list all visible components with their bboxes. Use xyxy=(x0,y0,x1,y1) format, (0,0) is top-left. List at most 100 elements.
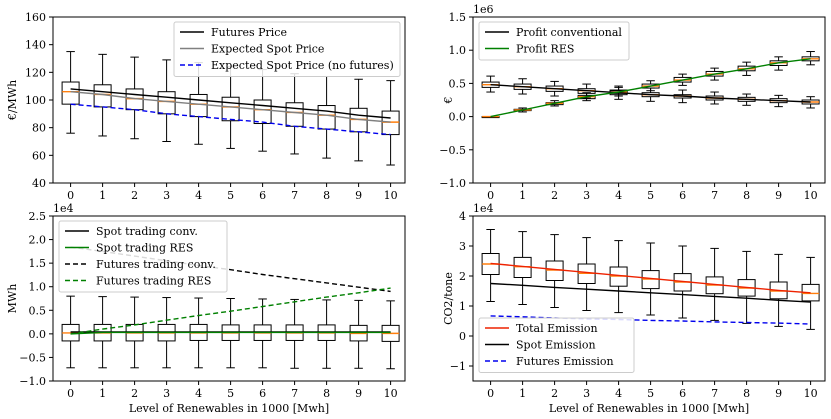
legend-label-1: Spot Emission xyxy=(516,339,596,352)
chart-0: 40 60 80 100 120 140 160 0 1 2 3 4 5 6 7 8 9 10 €/MWh Futur… xyxy=(6,11,406,202)
y-tick-label: 140 xyxy=(25,39,46,52)
legend: Spot trading conv. Spot trading RES Future… xyxy=(58,220,228,293)
x-tick-label: 10 xyxy=(804,189,818,202)
legend: Futures Price Expected Spot Price Expected… xyxy=(173,21,401,77)
series-line-2 xyxy=(70,246,391,293)
y-tick-label: 2 xyxy=(459,270,466,283)
y-tick-label: 1.0 xyxy=(449,44,467,57)
x-tick-label: 8 xyxy=(743,189,750,202)
x-tick-label: 2 xyxy=(551,387,558,400)
series-line-1 xyxy=(490,58,811,118)
legend-label-1: Spot trading RES xyxy=(96,242,193,255)
box-body xyxy=(157,91,176,115)
box-0-0 xyxy=(481,75,500,93)
y-exponent: 1e4 xyxy=(473,202,494,215)
x-tick-label: 0 xyxy=(487,387,494,400)
y-tick-label: 0.5 xyxy=(29,304,47,317)
x-tick-label: 3 xyxy=(163,387,170,400)
y-tick-label: 1.5 xyxy=(29,257,47,270)
x-tick-label: 4 xyxy=(615,189,622,202)
x-tick-label: 1 xyxy=(519,387,526,400)
legend-box xyxy=(173,21,401,77)
x-tick-label: 4 xyxy=(195,387,202,400)
x-tick-label: 1 xyxy=(99,189,106,202)
y-tick-label: 0 xyxy=(459,330,466,343)
box-0-5 xyxy=(221,298,240,369)
series-line-2 xyxy=(70,103,391,136)
box-body xyxy=(285,102,304,127)
legend-label-2: Futures trading conv. xyxy=(96,258,216,271)
box-body xyxy=(317,105,336,130)
x-tick-label: 9 xyxy=(775,387,782,400)
legend-label-0: Futures Price xyxy=(211,26,287,39)
x-tick-label: 0 xyxy=(67,189,74,202)
x-tick-label: 5 xyxy=(647,387,654,400)
box-0-7 xyxy=(285,298,304,369)
x-tick-label: 3 xyxy=(583,387,590,400)
x-tick-label: 6 xyxy=(679,189,686,202)
series-line-0 xyxy=(70,88,391,119)
box-0-10 xyxy=(381,300,400,370)
chart-2: −1.0 −0.5 0.0 0.5 1.0 1.5 2.0 2.5 0 1 2 3 4 5 6 7 8 9 10 1e… xyxy=(6,202,406,415)
box-0-10 xyxy=(381,80,400,166)
y-exponent: 1e6 xyxy=(473,3,494,16)
x-tick-label: 5 xyxy=(227,387,234,400)
box-0-9 xyxy=(349,299,368,369)
y-tick-label: 2.5 xyxy=(29,210,47,223)
legend-box xyxy=(58,220,228,293)
chart-1: −1.0 −0.5 0.0 0.5 1.0 1.5 0 1 2 3 4 5 6 7 8 9 10 1e6 € Prof… xyxy=(439,3,826,202)
box-1-0 xyxy=(481,115,500,119)
x-tick-label: 10 xyxy=(384,189,398,202)
box-1-10 xyxy=(801,51,820,66)
x-tick-label: 2 xyxy=(551,189,558,202)
x-tick-label: 8 xyxy=(323,387,330,400)
legend-label-1: Expected Spot Price xyxy=(211,43,324,56)
y-axis-label: €/MWh xyxy=(6,80,19,121)
y-tick-label: 2.0 xyxy=(29,234,47,247)
y-tick-label: 160 xyxy=(25,11,46,24)
series-line-0 xyxy=(490,262,811,294)
box-body xyxy=(189,93,208,118)
box-0-3 xyxy=(577,237,596,311)
box-body xyxy=(545,260,564,281)
legend-label-0: Total Emission xyxy=(516,322,598,335)
x-axis-label: Level of Renewables in 1000 [Mwh] xyxy=(129,402,329,415)
x-tick-label: 5 xyxy=(647,189,654,202)
x-tick-label: 2 xyxy=(131,189,138,202)
y-tick-label: −1.0 xyxy=(19,375,46,388)
box-0-7 xyxy=(285,73,304,155)
x-tick-label: 0 xyxy=(487,189,494,202)
box-1-9 xyxy=(769,56,788,71)
y-exponent: 1e4 xyxy=(53,202,74,215)
y-tick-label: −0.5 xyxy=(439,144,466,157)
legend-box xyxy=(478,317,635,373)
box-0-2 xyxy=(545,234,564,308)
chart-3: −1 0 1 2 3 4 0 1 2 3 4 5 6 7 8 9 10 1e4 CO2/tone Level of R… xyxy=(442,202,826,415)
x-tick-label: 7 xyxy=(711,387,718,400)
box-0-8 xyxy=(317,299,336,369)
axes-frame xyxy=(472,16,826,184)
x-tick-label: 0 xyxy=(67,387,74,400)
legend-label-1: Profit RES xyxy=(516,43,574,56)
series-line-0 xyxy=(490,84,811,103)
box-body xyxy=(61,81,80,105)
x-tick-label: 9 xyxy=(775,189,782,202)
x-tick-label: 9 xyxy=(355,387,362,400)
x-tick-label: 9 xyxy=(355,189,362,202)
y-axis-label: CO2/tone xyxy=(442,272,455,325)
x-tick-label: 3 xyxy=(163,189,170,202)
y-tick-label: 1.0 xyxy=(29,281,47,294)
x-axis-label: Level of Renewables in 1000 [Mwh] xyxy=(549,402,749,415)
x-tick-label: 2 xyxy=(131,387,138,400)
x-tick-label: 1 xyxy=(519,189,526,202)
box-0-10 xyxy=(801,256,820,330)
y-tick-label: −1 xyxy=(450,360,466,373)
x-tick-label: 5 xyxy=(227,189,234,202)
y-tick-label: 0.5 xyxy=(449,77,467,90)
box-0-2 xyxy=(125,56,144,140)
box-0-0 xyxy=(481,229,500,302)
x-tick-label: 3 xyxy=(583,189,590,202)
x-tick-label: 10 xyxy=(384,387,398,400)
y-tick-label: 100 xyxy=(25,94,46,107)
